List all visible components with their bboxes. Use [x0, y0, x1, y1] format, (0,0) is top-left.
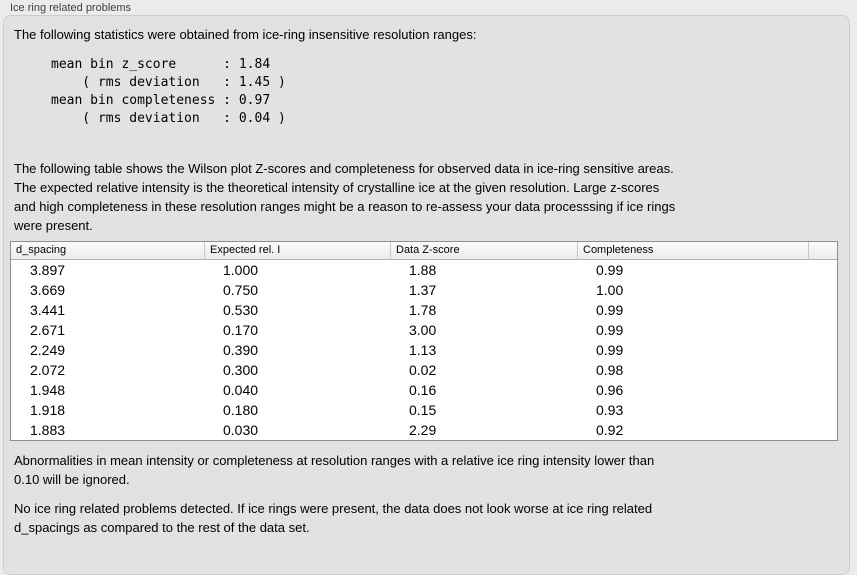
- table-cell: 3.669: [30, 282, 66, 298]
- table-cell-filler: [808, 360, 837, 380]
- table-row[interactable]: 1.948 0.040 0.16 0.96: [11, 380, 837, 400]
- table-cell: 2.072: [30, 362, 66, 378]
- table-cell: 1.948: [30, 382, 66, 398]
- column-header-d-spacing[interactable]: d_spacing: [16, 244, 67, 256]
- table-row[interactable]: 3.897 1.000 1.88 0.99: [11, 260, 837, 280]
- table-cell: 0.99: [596, 322, 624, 338]
- stats-intro-text: The following statistics were obtained f…: [14, 27, 477, 42]
- table-cell: 0.16: [409, 382, 437, 398]
- table-cell: 0.530: [223, 302, 259, 318]
- ice-ring-table: d_spacing Expected rel. I Data Z-score Comp…: [10, 241, 838, 441]
- stats-summary-block: mean bin z_score : 1.84 ( rms deviation …: [51, 57, 286, 126]
- table-cell-filler: [808, 340, 837, 360]
- table-cell: 0.99: [596, 302, 624, 318]
- table-cell: 1.00: [596, 282, 624, 298]
- table-cell: 0.030: [223, 422, 259, 438]
- ignore-note-text: Abnormalities in mean intensity or compl…: [14, 453, 655, 487]
- table-description-text: The following table shows the Wilson plo…: [14, 161, 676, 233]
- table-row[interactable]: 2.072 0.300 0.02 0.98: [11, 360, 837, 380]
- table-cell-filler: [808, 420, 837, 440]
- table-cell: 0.180: [223, 402, 259, 418]
- table-row[interactable]: 3.669 0.750 1.37 1.00: [11, 280, 837, 300]
- table-cell: 0.300: [223, 362, 259, 378]
- table-cell: 0.15: [409, 402, 437, 418]
- table-cell: 1.918: [30, 402, 66, 418]
- table-row[interactable]: 3.441 0.530 1.78 0.99: [11, 300, 837, 320]
- table-cell: 0.98: [596, 362, 624, 378]
- table-cell: 1.88: [409, 262, 437, 278]
- table-cell: 1.37: [409, 282, 437, 298]
- table-cell: 0.170: [223, 322, 259, 338]
- table-cell: 1.78: [409, 302, 437, 318]
- table-row[interactable]: 1.883 0.030 2.29 0.92: [11, 420, 837, 440]
- table-cell: 3.897: [30, 262, 66, 278]
- table-cell-filler: [808, 320, 837, 340]
- table-cell: 0.99: [596, 342, 624, 358]
- table-row[interactable]: 1.918 0.180 0.15 0.93: [11, 400, 837, 420]
- column-header-data-z-score[interactable]: Data Z-score: [390, 242, 577, 259]
- table-cell-filler: [808, 400, 837, 420]
- table-cell: 0.750: [223, 282, 259, 298]
- table-header-row: d_spacing Expected rel. I Data Z-score Comp…: [11, 242, 837, 260]
- table-cell-filler: [808, 380, 837, 400]
- table-cell-filler: [808, 300, 837, 320]
- conclusion-text: No ice ring related problems detected. I…: [14, 501, 653, 535]
- table-cell: 0.92: [596, 422, 624, 438]
- table-cell: 0.390: [223, 342, 259, 358]
- table-cell: 0.99: [596, 262, 624, 278]
- table-cell: 0.96: [596, 382, 624, 398]
- table-cell: 1.13: [409, 342, 437, 358]
- column-header-expected-rel-i[interactable]: Expected rel. I: [204, 242, 390, 259]
- column-header-filler: [808, 242, 837, 259]
- table-cell: 2.29: [409, 422, 437, 438]
- ice-ring-panel: The following statistics were obtained f…: [3, 15, 850, 575]
- table-cell: 3.00: [409, 322, 437, 338]
- table-cell: 2.249: [30, 342, 66, 358]
- table-cell: 3.441: [30, 302, 66, 318]
- group-box-title: Ice ring related problems: [10, 2, 132, 14]
- column-header-completeness[interactable]: Completeness: [577, 242, 808, 259]
- table-cell: 0.040: [223, 382, 259, 398]
- table-cell: 1.883: [30, 422, 66, 438]
- table-cell-filler: [808, 280, 837, 300]
- table-cell: 0.93: [596, 402, 624, 418]
- table-cell: 2.671: [30, 322, 66, 338]
- table-cell: 1.000: [223, 262, 259, 278]
- table-row[interactable]: 2.249 0.390 1.13 0.99: [11, 340, 837, 360]
- table-cell: 0.02: [409, 362, 437, 378]
- table-row[interactable]: 2.671 0.170 3.00 0.99: [11, 320, 837, 340]
- table-body: 3.897 1.000 1.88 0.99 3.669 0.750 1.37 1.00 3.44…: [11, 260, 837, 440]
- table-cell-filler: [808, 260, 837, 280]
